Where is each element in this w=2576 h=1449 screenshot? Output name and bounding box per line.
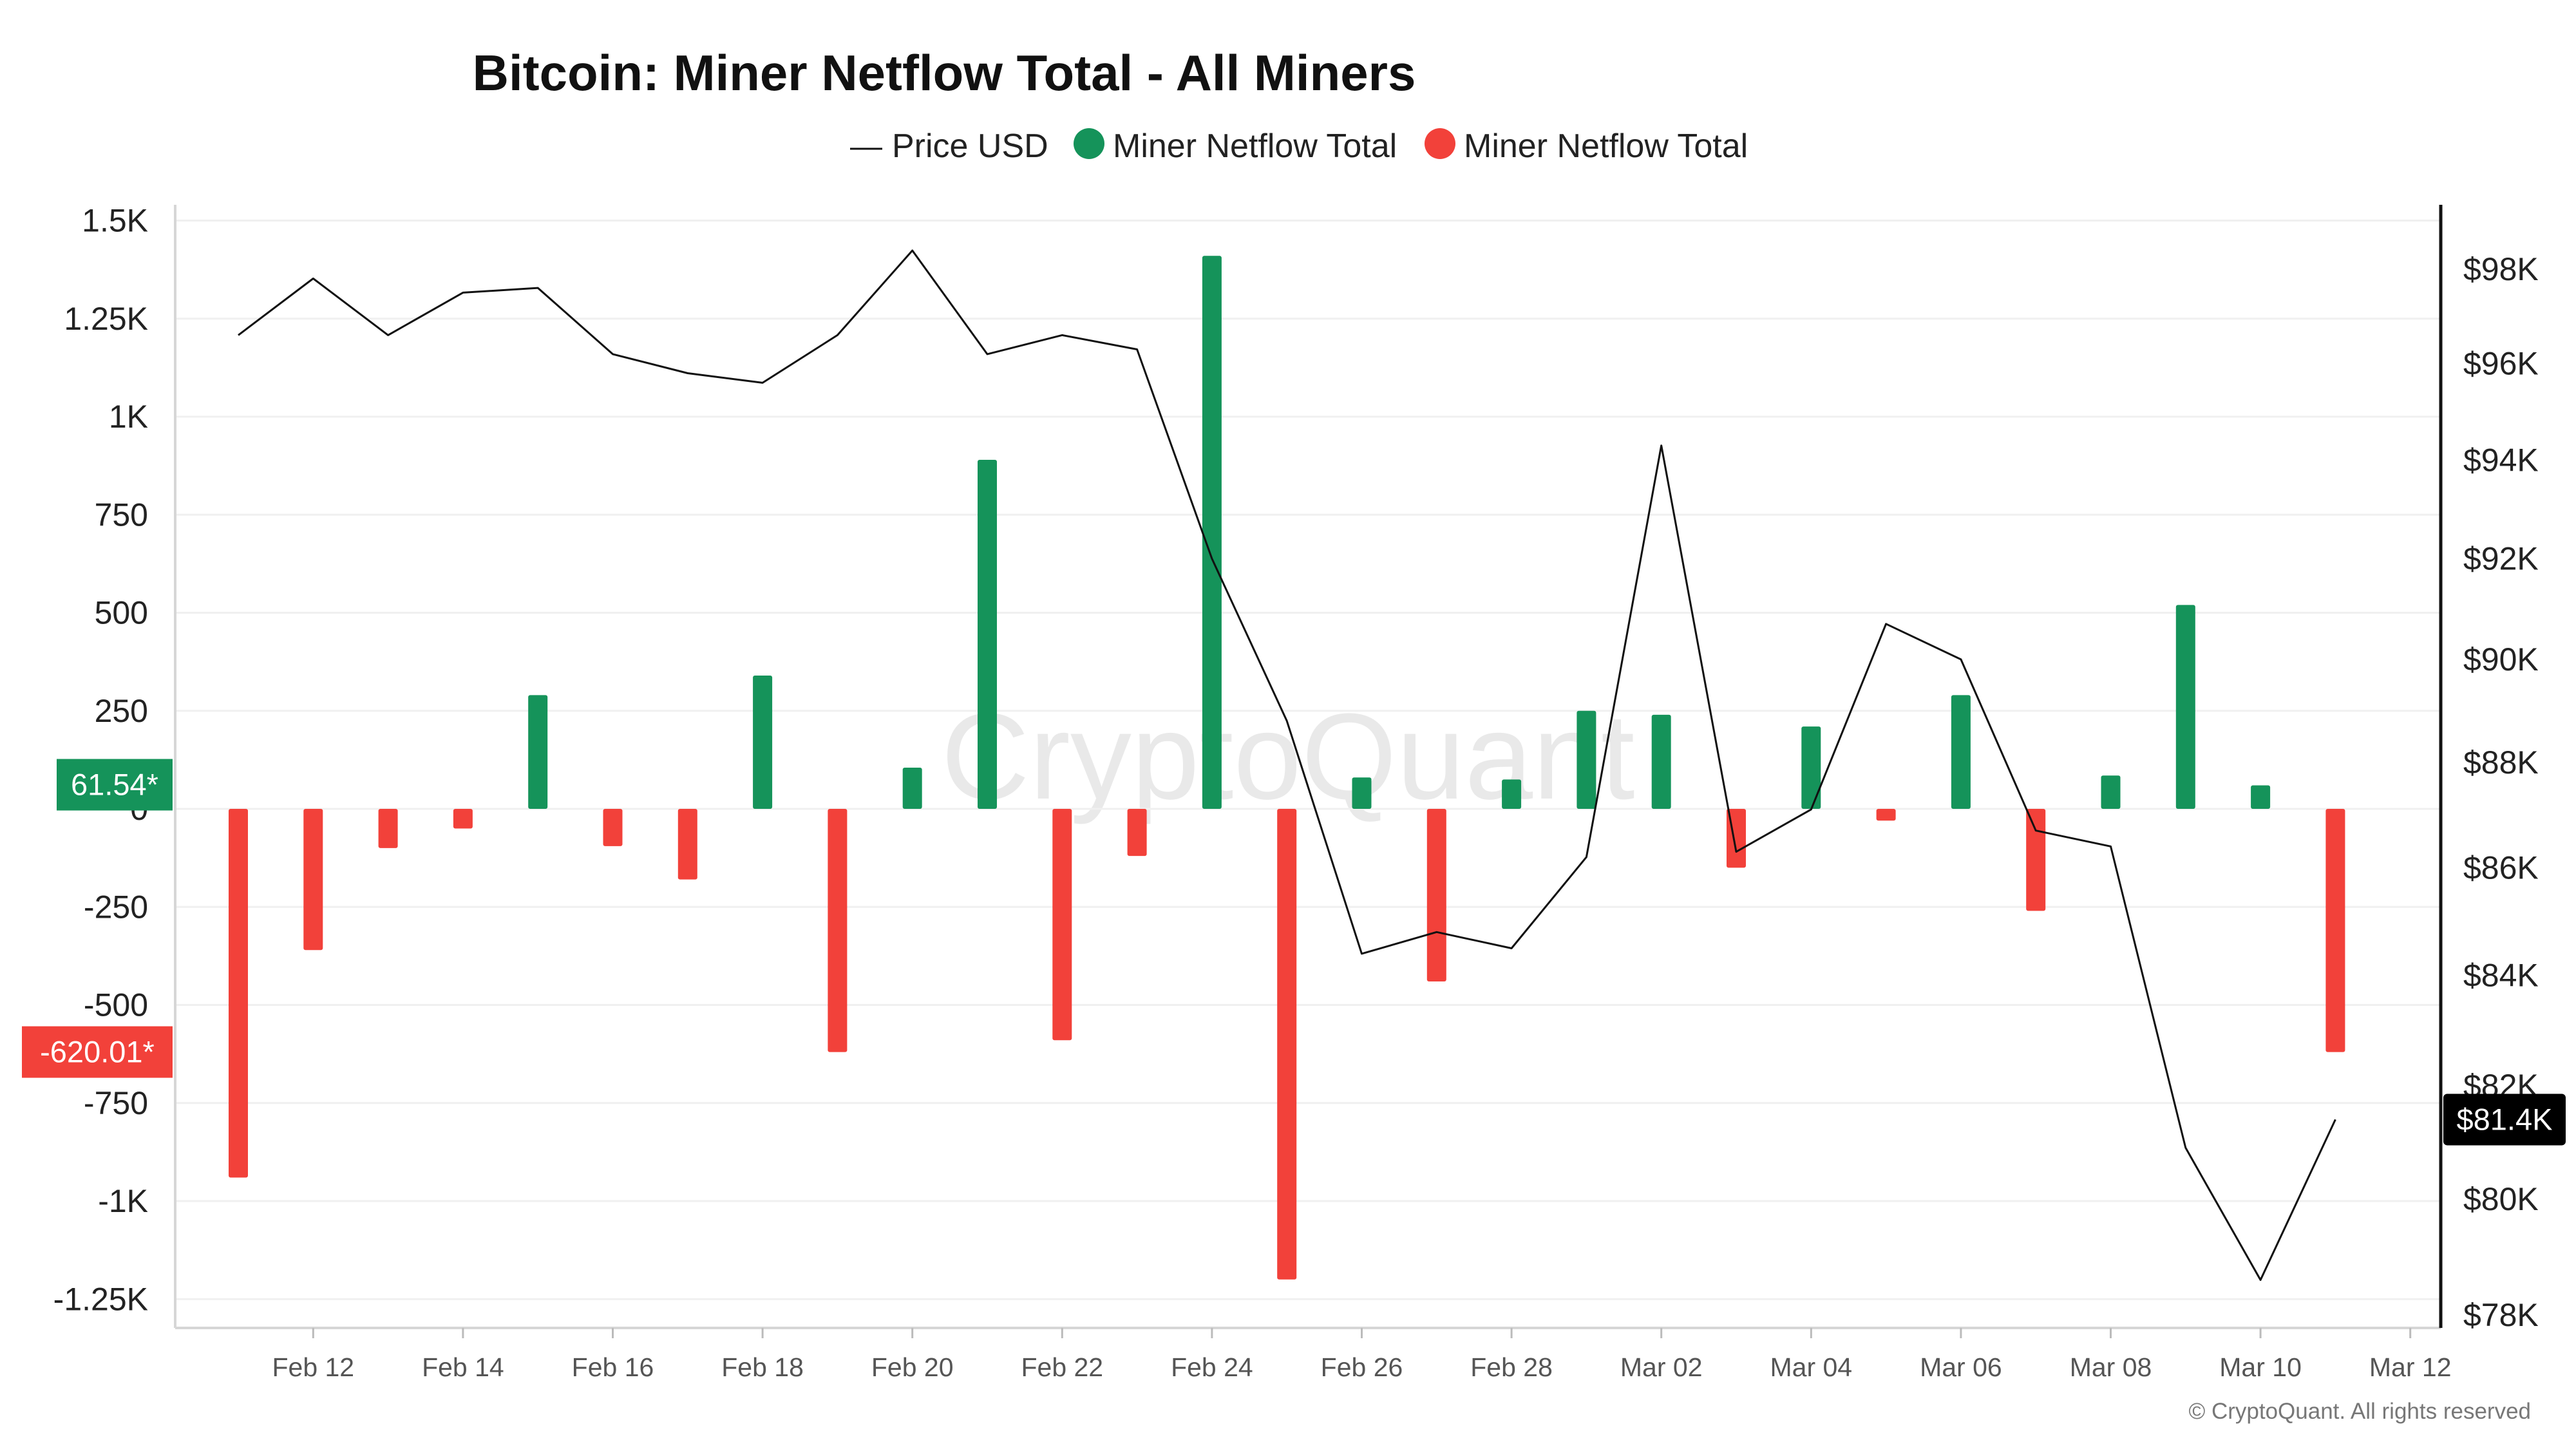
netflow-negative-badge: -620.01* [40,1035,155,1069]
netflow-bars [229,256,2345,1280]
chart-title: Bitcoin: Miner Netflow Total - All Miner… [473,44,1416,101]
netflow-positive-badge: 61.54* [71,768,158,802]
legend: Price USD Miner Netflow Total Miner Netf… [850,128,1748,165]
netflow-bar [528,695,548,809]
y-left-tick-label: 1.5K [82,203,148,239]
legend-price-label: Price USD [892,128,1048,165]
netflow-bar [1502,779,1522,809]
y-left-tick-label: -250 [84,889,148,925]
y-left-tick-label: 250 [95,693,148,729]
y-right-tick-label: $94K [2463,442,2539,478]
legend-positive-label: Miner Netflow Total [1113,128,1397,165]
netflow-bar [2251,785,2271,809]
legend-negative-dot-icon [1425,128,1455,159]
y-right-tick-label: $92K [2463,541,2539,577]
x-tick-label: Feb 14 [422,1352,504,1382]
x-tick-label: Feb 18 [721,1352,804,1382]
netflow-bar [1352,777,1372,809]
netflow-bar [378,809,398,848]
price-badge-bg [2443,1094,2566,1146]
netflow-bar [229,809,248,1178]
y-right-tick-label: $90K [2463,641,2539,677]
netflow-negative-badge-bg [22,1026,173,1078]
y-left-tick-label: 500 [95,595,148,631]
price-line-layer [238,249,2336,1281]
netflow-bar [1127,809,1147,857]
y-right-tick-label: $86K [2463,849,2539,886]
price-line [238,249,2336,1281]
y-left-tick-label: -1K [98,1183,148,1219]
x-tick-label: Mar 02 [1620,1352,1703,1382]
y-left-tick-label: -750 [84,1085,148,1121]
y-left-tick-label: 750 [95,497,148,533]
x-tick-label: Feb 28 [1470,1352,1553,1382]
price-badge: $81.4K [2457,1102,2553,1136]
netflow-bar [2325,809,2345,1052]
watermark: CryptoQuant [941,688,1634,825]
y-left-tick-label: -500 [84,987,148,1023]
netflow-bar [453,809,473,829]
y-right-tick-label: $98K [2463,251,2539,287]
netflow-bar [677,809,697,880]
x-tick-label: Feb 16 [572,1352,654,1382]
netflow-bar [978,459,997,809]
netflow-bar [1426,809,1446,981]
y-right-tick-label: $96K [2463,346,2539,382]
netflow-bar [1202,256,1222,809]
x-tick-label: Feb 26 [1321,1352,1403,1382]
y-right-tick-label: $80K [2463,1181,2539,1217]
y-left-tick-label: -1.25K [53,1281,148,1317]
x-tick-label: Feb 24 [1171,1352,1253,1382]
y-right-tick-label: $88K [2463,744,2539,781]
netflow-bar [1277,809,1297,1280]
grid [175,220,2441,1300]
netflow-bar [902,768,922,809]
netflow-bar [828,809,848,1052]
y-left-tick-label: 1.25K [64,301,148,337]
x-tick-label: Mar 08 [2070,1352,2152,1382]
x-tick-label: Feb 20 [871,1352,954,1382]
netflow-bar [753,675,773,809]
netflow-bar [1651,714,1671,809]
netflow-bar [2026,809,2046,911]
netflow-bar [603,809,623,846]
x-tick-label: Feb 22 [1021,1352,1103,1382]
y-right-tick-label: $78K [2463,1297,2539,1333]
netflow-bar [2175,605,2195,809]
netflow-bar [1951,695,1971,809]
netflow-bar [1801,726,1821,809]
netflow-bar [1577,710,1596,809]
value-badges: 61.54* -620.01* $81.4K [22,759,2566,1146]
netflow-bar [1052,809,1072,1041]
y-left-tick-label: 1K [109,399,148,435]
x-tick-label: Feb 12 [272,1352,354,1382]
legend-negative-label: Miner Netflow Total [1464,128,1748,165]
footer-copyright: © CryptoQuant. All rights reserved [2188,1399,2531,1424]
x-tick-label: Mar 04 [1770,1352,1852,1382]
x-tick-label: Mar 06 [1920,1352,2002,1382]
netflow-positive-badge-bg [57,759,173,811]
netflow-bar [1876,809,1896,821]
x-tick-label: Mar 10 [2219,1352,2302,1382]
legend-positive-dot-icon [1074,128,1104,159]
netflow-bar [303,809,323,951]
y-right-tick-label: $84K [2463,958,2539,994]
netflow-bar [2101,775,2121,809]
x-tick-label: Mar 12 [2369,1352,2452,1382]
